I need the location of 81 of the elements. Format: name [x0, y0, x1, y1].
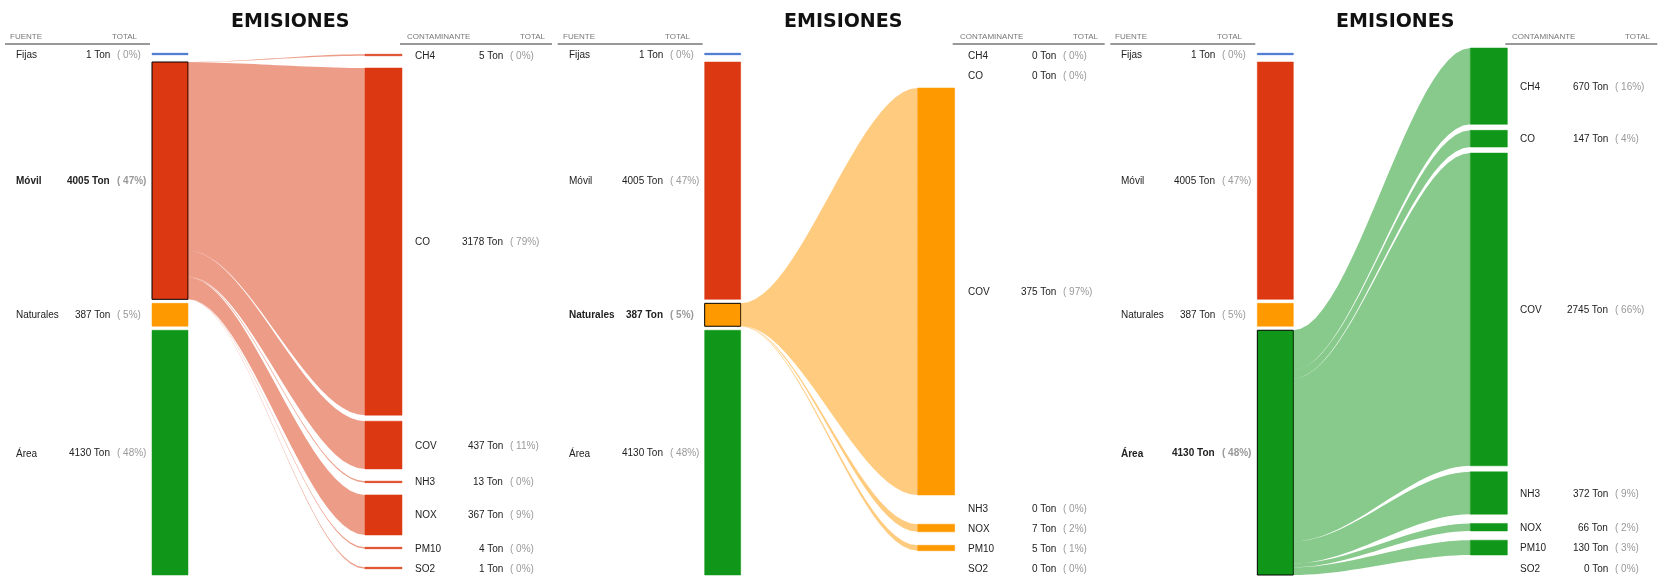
- text: CONTAMINANTE: [1512, 32, 1576, 41]
- text: TOTAL: [520, 32, 546, 41]
- category-label: NOX: [415, 509, 437, 520]
- text: FUENTE: [1115, 32, 1147, 41]
- data-label: 670 Ton ( 16%): [1573, 81, 1645, 92]
- category-label: Área: [569, 447, 591, 459]
- category-label: NH3: [968, 503, 989, 514]
- category-label: NH3: [1520, 488, 1541, 499]
- data-label: 4130 Ton ( 48%): [1172, 447, 1252, 458]
- data-label: 1 Ton ( 0%): [479, 563, 534, 574]
- data-label: 7 Ton ( 2%): [1032, 523, 1087, 534]
- category-label: Móvil: [569, 175, 593, 186]
- text: TOTAL: [1625, 32, 1651, 41]
- data-label: 5 Ton ( 1%): [1032, 543, 1087, 554]
- data-label: 4005 Ton ( 47%): [622, 175, 700, 186]
- text: TOTAL: [1217, 32, 1243, 41]
- data-label: 0 Ton ( 0%): [1032, 503, 1087, 514]
- category-label: CH4: [968, 50, 989, 61]
- data-label: 2745 Ton ( 66%): [1567, 304, 1645, 315]
- category-label: CH4: [1520, 81, 1541, 92]
- category-label: SO2: [415, 563, 436, 574]
- data-label: 387 Ton ( 5%): [75, 309, 141, 320]
- category-label: PM10: [1520, 542, 1547, 553]
- category-label: PM10: [415, 543, 442, 554]
- category-label: Naturales: [16, 309, 59, 320]
- category-label: NOX: [968, 523, 990, 534]
- data-label: 387 Ton ( 5%): [626, 309, 694, 320]
- category-label: Móvil: [1121, 175, 1145, 186]
- category-label: Fijas: [569, 49, 591, 60]
- data-label: 372 Ton ( 9%): [1573, 488, 1639, 499]
- data-label: 0 Ton ( 0%): [1032, 70, 1087, 81]
- text: EMISIONES: [231, 9, 350, 31]
- text: FUENTE: [10, 32, 42, 41]
- category-label: PM10: [968, 543, 995, 554]
- category-label: Fijas: [1121, 49, 1143, 60]
- category-label: CO: [1520, 133, 1536, 144]
- category-label: CH4: [415, 50, 436, 61]
- category-label: NOX: [1520, 522, 1542, 533]
- data-label: 375 Ton ( 97%): [1021, 286, 1093, 297]
- data-label: 4130 Ton ( 48%): [622, 447, 700, 458]
- text: TOTAL: [1073, 32, 1099, 41]
- category-label: COV: [968, 286, 990, 297]
- data-label: 0 Ton ( 0%): [1032, 563, 1087, 574]
- category-label: COV: [415, 440, 437, 451]
- category-label: COV: [1520, 304, 1542, 315]
- category-label: SO2: [968, 563, 989, 574]
- category-label: SO2: [1520, 563, 1541, 574]
- text: EMISIONES: [1336, 9, 1455, 31]
- data-label: 0 Ton ( 0%): [1584, 563, 1639, 574]
- data-label: 4005 Ton ( 47%): [1174, 175, 1252, 186]
- data-label: 130 Ton ( 3%): [1573, 542, 1639, 553]
- data-label: 1 Ton ( 0%): [1191, 49, 1246, 60]
- text: FUENTE: [563, 32, 595, 41]
- data-label: 367 Ton ( 9%): [468, 509, 534, 520]
- data-label: 66 Ton ( 2%): [1578, 522, 1639, 533]
- data-label: 1 Ton ( 0%): [86, 49, 141, 60]
- data-label: 1 Ton ( 0%): [639, 49, 694, 60]
- data-label: 4 Ton ( 0%): [479, 543, 534, 554]
- text: CONTAMINANTE: [407, 32, 471, 41]
- data-label: 4130 Ton ( 48%): [69, 447, 147, 458]
- data-label: 5 Ton ( 0%): [479, 50, 534, 61]
- text: TOTAL: [112, 32, 138, 41]
- text: TOTAL: [665, 32, 691, 41]
- category-label: Fijas: [16, 49, 38, 60]
- category-label: Naturales: [1121, 309, 1164, 320]
- category-label: Naturales: [569, 309, 616, 320]
- data-label: 387 Ton ( 5%): [1180, 309, 1246, 320]
- text: CONTAMINANTE: [960, 32, 1024, 41]
- data-label: 0 Ton ( 0%): [1032, 50, 1087, 61]
- data-label: 147 Ton ( 4%): [1573, 133, 1639, 144]
- category-label: Área: [16, 447, 38, 459]
- category-label: Móvil: [16, 175, 42, 186]
- category-label: NH3: [415, 476, 436, 487]
- text: EMISIONES: [784, 9, 903, 31]
- data-label: 4005 Ton ( 47%): [67, 175, 147, 186]
- category-label: CO: [968, 70, 984, 81]
- data-label: 13 Ton ( 0%): [473, 476, 534, 487]
- data-label: 3178 Ton ( 79%): [462, 236, 540, 247]
- data-label: 437 Ton ( 11%): [468, 440, 539, 451]
- category-label: Área: [1121, 447, 1144, 459]
- category-label: CO: [415, 236, 431, 247]
